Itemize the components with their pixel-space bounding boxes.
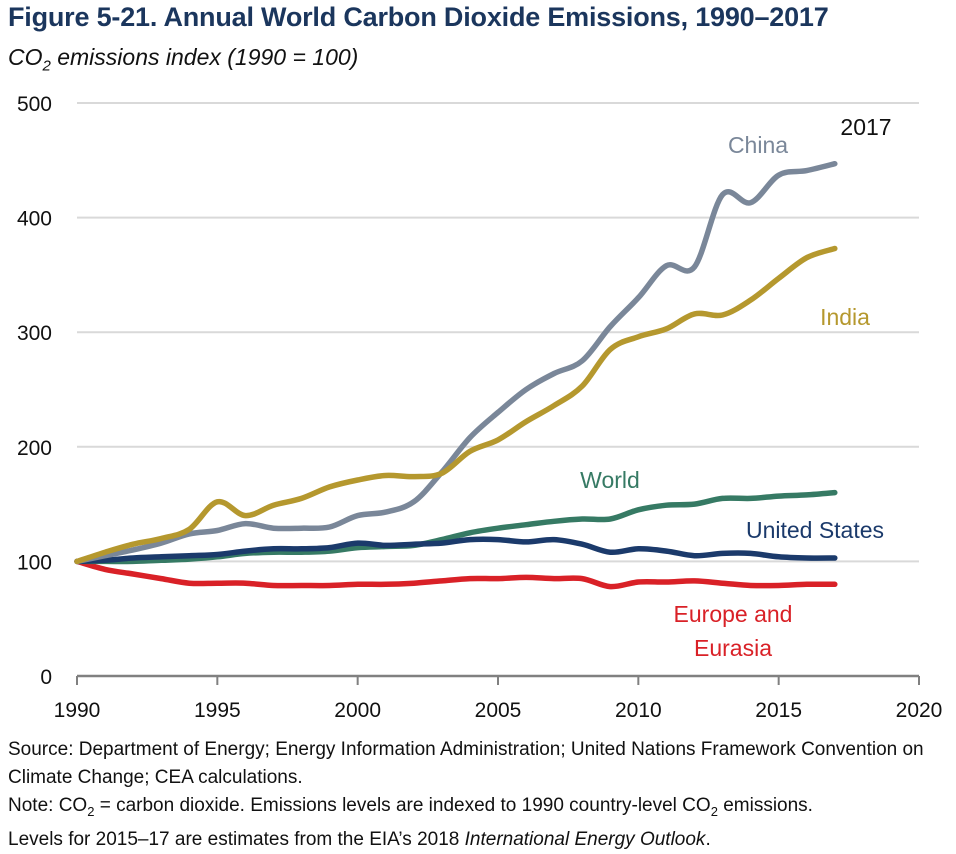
series-line-china xyxy=(74,160,838,565)
x-tick-label: 2020 xyxy=(896,699,943,722)
series-label: China xyxy=(728,132,788,158)
subtitle-prefix: CO xyxy=(8,44,43,70)
note-text: Note: CO xyxy=(8,795,88,816)
series-label: India xyxy=(820,304,870,330)
x-tick-label: 2010 xyxy=(615,699,662,722)
y-tick-label: 200 xyxy=(17,437,52,460)
subtitle-suffix: emissions index (1990 = 100) xyxy=(50,44,359,70)
series-lines xyxy=(74,160,838,590)
definition-note: Note: CO2 = carbon dioxide. Emissions le… xyxy=(8,792,953,826)
x-tick-label: 2015 xyxy=(755,699,802,722)
source-note: Source: Department of Energy; Energy Inf… xyxy=(8,739,924,788)
x-tick-label: 1995 xyxy=(194,699,241,722)
note-text: . xyxy=(705,828,711,850)
note-text: Levels for 2015–17 are estimates from th… xyxy=(8,828,465,850)
series-label: United States xyxy=(746,517,884,543)
note-text: emissions. xyxy=(717,795,813,816)
series-label: Europe and xyxy=(674,601,793,627)
year-annotation: 2017 xyxy=(840,114,891,140)
y-axis-ticks: 0 100 200 300 400 500 xyxy=(17,93,52,689)
chart-subtitle: CO2 emissions index (1990 = 100) xyxy=(8,44,358,75)
series-labels: China India World United States Europe and Eu… xyxy=(580,114,891,661)
gridlines xyxy=(77,102,919,563)
x-tick-label: 1990 xyxy=(54,699,101,722)
y-tick-label: 300 xyxy=(17,322,52,345)
x-axis: 1990 1995 2000 2005 2010 2015 2020 xyxy=(54,674,943,722)
note-subscript: 2 xyxy=(87,803,95,819)
publication-title: International Energy Outlook xyxy=(464,828,706,850)
series-line-united-states xyxy=(74,536,838,565)
note-text: = carbon dioxide. Emissions levels are i… xyxy=(94,795,711,816)
series-line-europe-and-eurasia xyxy=(74,558,838,590)
series-label: World xyxy=(580,467,640,493)
y-tick-label: 100 xyxy=(17,551,52,574)
series-line-india xyxy=(74,245,838,565)
y-tick-label: 500 xyxy=(17,93,52,116)
chart-notes: Source: Department of Energy; Energy Inf… xyxy=(8,736,953,854)
y-tick-label: 0 xyxy=(40,666,52,689)
series-line-world xyxy=(74,489,838,565)
x-tick-label: 2000 xyxy=(334,699,381,722)
x-tick-label: 2005 xyxy=(475,699,522,722)
line-chart: 0 100 200 300 400 500 1990 1995 2000 2005 2010 201… xyxy=(17,93,943,722)
note-subscript: 2 xyxy=(710,803,718,819)
estimate-note: Levels for 2015–17 are estimates from th… xyxy=(8,826,953,854)
subtitle-subscript: 2 xyxy=(42,57,51,75)
series-label: Eurasia xyxy=(694,635,772,661)
chart-title: Figure 5-21. Annual World Carbon Dioxide… xyxy=(8,2,829,32)
y-tick-label: 400 xyxy=(17,208,52,231)
